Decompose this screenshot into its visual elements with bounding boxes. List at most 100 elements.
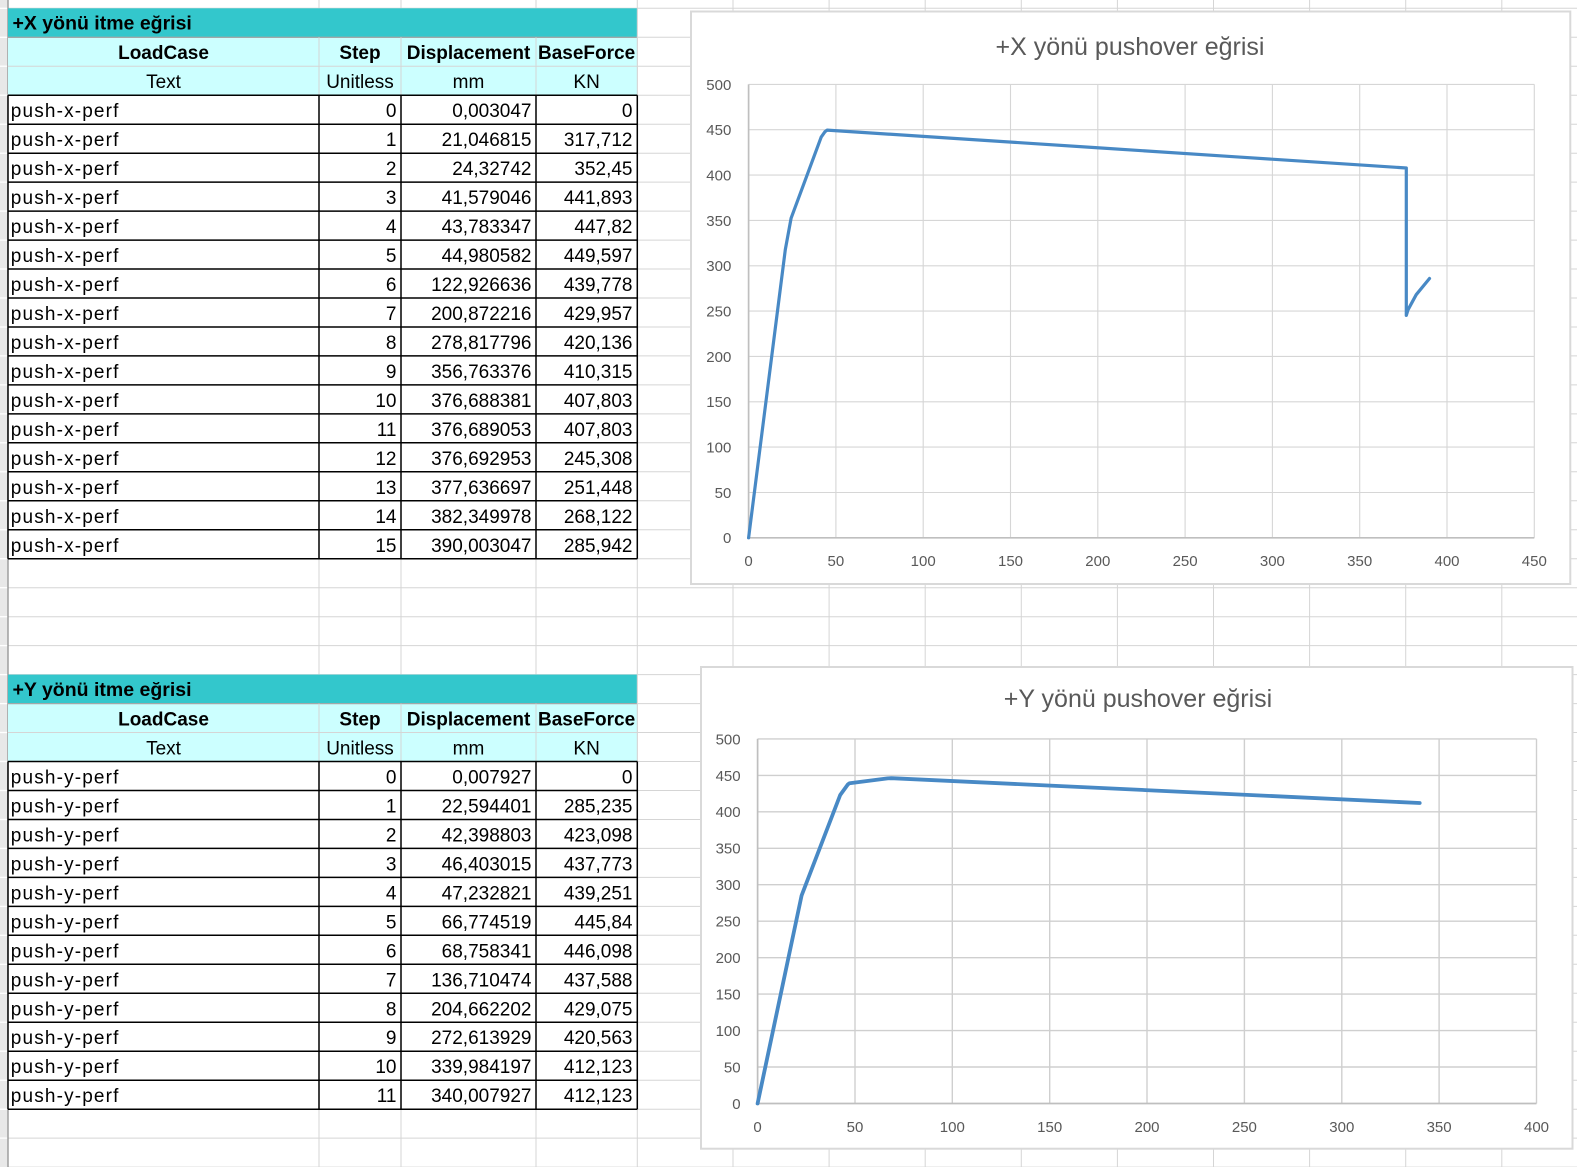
svg-text:push-x-perf: push-x-perf	[11, 536, 120, 557]
svg-text:0: 0	[744, 553, 752, 570]
svg-text:446,098: 446,098	[564, 941, 633, 962]
svg-text:push-x-perf: push-x-perf	[11, 130, 120, 151]
svg-text:24,32742: 24,32742	[452, 159, 531, 180]
svg-text:10: 10	[375, 1057, 396, 1078]
svg-text:46,403015: 46,403015	[442, 854, 532, 875]
svg-text:400: 400	[1434, 553, 1459, 570]
svg-text:300: 300	[716, 877, 741, 894]
svg-text:352,45: 352,45	[574, 159, 632, 180]
svg-text:push-x-perf: push-x-perf	[11, 391, 120, 412]
svg-text:200: 200	[716, 950, 741, 967]
svg-text:+Y yönü pushover eğrisi: +Y yönü pushover eğrisi	[1004, 685, 1272, 713]
svg-text:push-y-perf: push-y-perf	[11, 826, 120, 847]
svg-text:340,007927: 340,007927	[431, 1086, 531, 1107]
svg-text:412,123: 412,123	[564, 1057, 633, 1078]
svg-text:0: 0	[386, 768, 397, 789]
svg-text:136,710474: 136,710474	[431, 970, 532, 991]
svg-text:317,712: 317,712	[564, 130, 633, 151]
svg-text:449,597: 449,597	[564, 246, 633, 267]
svg-text:push-x-perf: push-x-perf	[11, 246, 120, 267]
svg-text:push-y-perf: push-y-perf	[11, 1086, 120, 1107]
svg-text:41,579046: 41,579046	[442, 188, 532, 209]
svg-text:376,688381: 376,688381	[431, 391, 531, 412]
svg-text:441,893: 441,893	[564, 188, 633, 209]
svg-text:44,980582: 44,980582	[442, 246, 532, 267]
svg-text:251,448: 251,448	[564, 478, 633, 499]
svg-text:439,251: 439,251	[564, 883, 633, 904]
svg-text:350: 350	[1427, 1119, 1452, 1136]
svg-text:390,003047: 390,003047	[431, 536, 531, 557]
svg-text:push-y-perf: push-y-perf	[11, 941, 120, 962]
svg-text:50: 50	[715, 485, 732, 502]
svg-text:429,075: 429,075	[564, 999, 633, 1020]
svg-text:push-x-perf: push-x-perf	[11, 478, 120, 499]
svg-text:push-y-perf: push-y-perf	[11, 912, 120, 933]
svg-text:43,783347: 43,783347	[442, 217, 532, 238]
svg-text:450: 450	[716, 768, 741, 785]
svg-text:350: 350	[1347, 553, 1372, 570]
svg-text:339,984197: 339,984197	[431, 1057, 531, 1078]
svg-text:push-x-perf: push-x-perf	[11, 333, 120, 354]
svg-text:100: 100	[706, 440, 731, 457]
svg-text:Step: Step	[339, 709, 380, 730]
svg-text:350: 350	[706, 213, 731, 230]
svg-text:150: 150	[716, 987, 741, 1004]
svg-text:push-y-perf: push-y-perf	[11, 883, 120, 904]
svg-text:407,803: 407,803	[564, 420, 633, 441]
svg-text:278,817796: 278,817796	[431, 333, 531, 354]
svg-text:250: 250	[1173, 553, 1198, 570]
svg-text:500: 500	[706, 77, 731, 94]
svg-text:1: 1	[386, 797, 397, 818]
svg-text:9: 9	[386, 362, 397, 383]
svg-text:122,926636: 122,926636	[431, 275, 531, 296]
svg-text:10: 10	[375, 391, 396, 412]
svg-text:200,872216: 200,872216	[431, 304, 531, 325]
svg-text:KN: KN	[573, 738, 599, 759]
svg-text:11: 11	[377, 1086, 397, 1107]
svg-text:50: 50	[828, 553, 845, 570]
svg-text:285,942: 285,942	[564, 536, 633, 557]
svg-text:Unitless: Unitless	[326, 738, 394, 759]
svg-text:7: 7	[386, 304, 397, 325]
svg-text:0,007927: 0,007927	[452, 768, 531, 789]
svg-text:300: 300	[1329, 1119, 1354, 1136]
svg-text:12: 12	[375, 449, 396, 470]
svg-text:Displacement: Displacement	[407, 43, 531, 64]
svg-text:0: 0	[622, 101, 633, 122]
svg-text:150: 150	[706, 394, 731, 411]
svg-text:66,774519: 66,774519	[442, 912, 532, 933]
svg-text:400: 400	[1524, 1119, 1549, 1136]
svg-text:100: 100	[911, 553, 936, 570]
svg-text:377,636697: 377,636697	[431, 478, 531, 499]
svg-text:5: 5	[386, 246, 397, 267]
svg-text:KN: KN	[573, 72, 599, 93]
svg-text:15: 15	[375, 536, 396, 557]
svg-text:6: 6	[386, 275, 397, 296]
svg-text:200: 200	[1134, 1119, 1159, 1136]
svg-text:push-y-perf: push-y-perf	[11, 999, 120, 1020]
svg-text:429,957: 429,957	[564, 304, 633, 325]
svg-text:245,308: 245,308	[564, 449, 633, 470]
svg-text:14: 14	[375, 507, 397, 528]
svg-text:450: 450	[706, 122, 731, 139]
svg-text:mm: mm	[453, 72, 485, 93]
svg-text:300: 300	[1260, 553, 1285, 570]
svg-text:204,662202: 204,662202	[431, 999, 531, 1020]
svg-text:150: 150	[1037, 1119, 1062, 1136]
svg-text:LoadCase: LoadCase	[118, 43, 209, 64]
svg-text:200: 200	[706, 349, 731, 366]
svg-text:350: 350	[716, 841, 741, 858]
svg-text:push-x-perf: push-x-perf	[11, 304, 120, 325]
svg-text:50: 50	[847, 1119, 864, 1136]
svg-text:11: 11	[377, 420, 397, 441]
svg-text:356,763376: 356,763376	[431, 362, 531, 383]
svg-text:400: 400	[706, 168, 731, 185]
svg-text:push-x-perf: push-x-perf	[11, 362, 120, 383]
svg-text:4: 4	[386, 217, 397, 238]
svg-text:250: 250	[716, 914, 741, 931]
svg-text:21,046815: 21,046815	[442, 130, 532, 151]
svg-text:0: 0	[753, 1119, 761, 1136]
svg-text:push-x-perf: push-x-perf	[11, 275, 120, 296]
svg-text:420,136: 420,136	[564, 333, 633, 354]
svg-text:push-y-perf: push-y-perf	[11, 970, 120, 991]
